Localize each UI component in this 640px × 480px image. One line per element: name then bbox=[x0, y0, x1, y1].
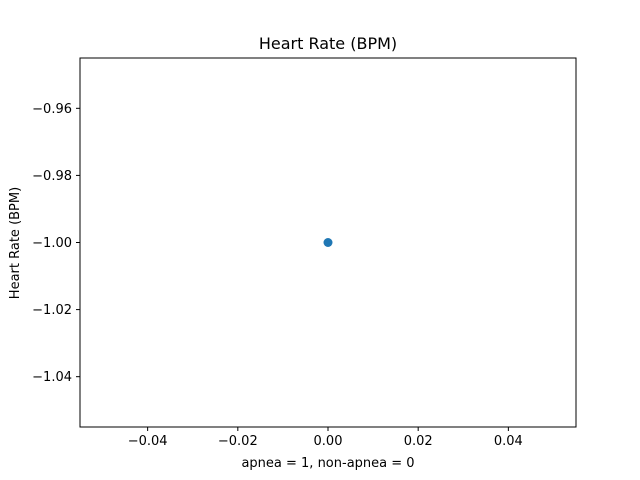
data-point bbox=[323, 238, 333, 247]
x-tick-label: 0.00 bbox=[314, 434, 343, 449]
y-tick-label: −0.98 bbox=[32, 169, 72, 184]
data-points bbox=[323, 238, 333, 247]
x-tick-label: −0.04 bbox=[128, 434, 168, 449]
x-tick-label: 0.04 bbox=[494, 434, 523, 449]
y-tick-label: −1.04 bbox=[32, 370, 72, 385]
y-tick-label: −0.96 bbox=[32, 102, 72, 117]
x-tick-label: 0.02 bbox=[404, 434, 433, 449]
y-axis-ticks: −0.96 −0.98 −1.00 −1.02 −1.04 bbox=[32, 102, 80, 385]
plot-frame bbox=[79, 57, 577, 428]
x-axis-label: apnea = 1, non-apnea = 0 bbox=[241, 456, 414, 471]
x-tick-label: −0.02 bbox=[218, 434, 258, 449]
y-tick-label: −1.00 bbox=[32, 236, 72, 251]
y-tick-label: −1.02 bbox=[32, 303, 72, 318]
y-axis-label: Heart Rate (BPM) bbox=[8, 187, 23, 299]
x-axis-ticks: −0.04 −0.02 0.00 0.02 0.04 bbox=[128, 427, 523, 449]
chart-title: Heart Rate (BPM) bbox=[259, 34, 397, 53]
